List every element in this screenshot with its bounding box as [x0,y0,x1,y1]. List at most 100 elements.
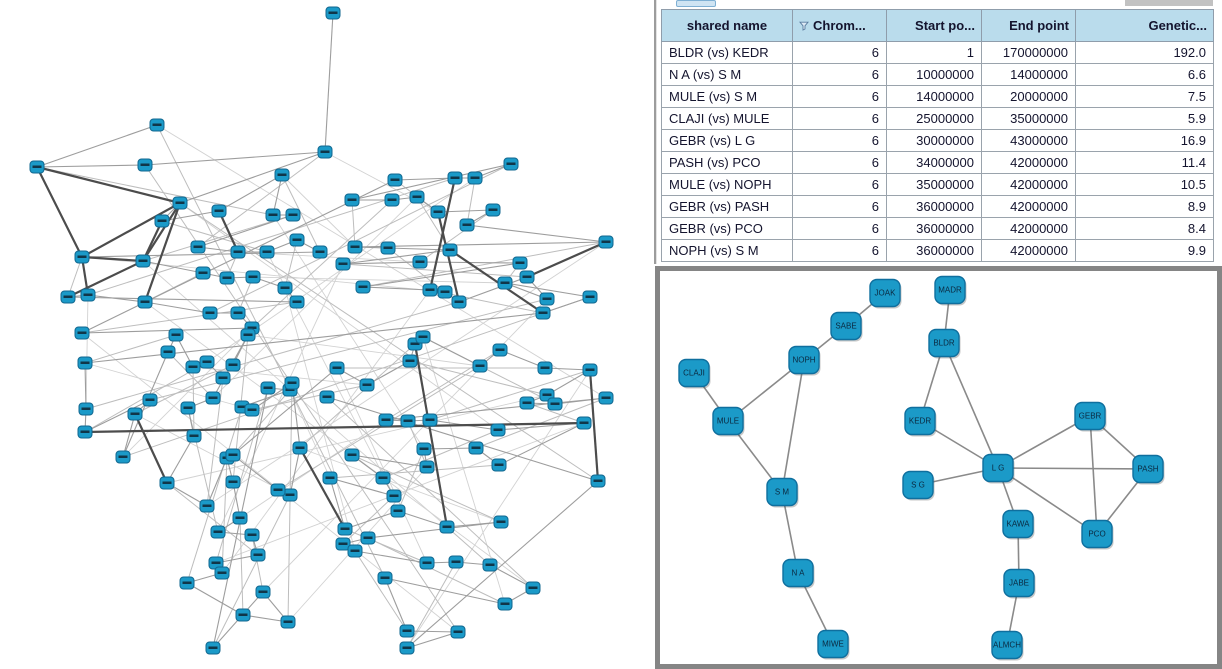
detail-edge[interactable] [997,467,1098,535]
overview-edge[interactable] [186,582,244,616]
overview-edge[interactable] [218,174,283,212]
overview-edge[interactable] [212,196,418,399]
overview-edge[interactable] [354,550,408,632]
overview-edge[interactable] [382,429,499,479]
overview-edge[interactable] [326,396,599,482]
overview-edge[interactable] [526,402,585,424]
overview-edge[interactable] [251,199,393,329]
overview-edge[interactable] [36,166,83,258]
detail-node[interactable] [788,345,820,375]
detail-node[interactable] [1081,519,1113,549]
overview-edge[interactable] [406,480,599,649]
detail-node[interactable] [934,275,966,305]
overview-edge[interactable] [354,241,607,248]
scrollbar-track[interactable] [1125,0,1213,6]
overview-edge[interactable] [446,526,491,566]
overview-edge[interactable] [179,151,326,204]
overview-edge[interactable] [387,247,451,251]
overview-edge[interactable] [142,260,204,274]
overview-edge[interactable] [542,296,591,314]
detail-node[interactable] [904,406,936,436]
table-row[interactable]: PASH (vs) PCO 6 34000000 42000000 11.4 [661,151,1214,174]
overview-edge[interactable] [84,362,87,410]
overview-edge[interactable] [142,202,181,262]
overview-edge[interactable] [142,220,163,262]
overview-edge[interactable] [299,343,416,449]
overview-edge[interactable] [436,211,461,303]
overview-edge[interactable] [397,448,425,512]
overview-edge[interactable] [351,454,502,523]
overview-edge[interactable] [367,521,502,539]
overview-edge[interactable] [36,164,146,168]
detail-edge[interactable] [1089,415,1098,535]
overview-edge[interactable] [384,577,506,605]
overview-edge[interactable] [406,630,459,633]
overview-edge[interactable] [466,224,607,243]
overview-edge[interactable] [81,332,459,633]
table-row[interactable]: GEBR (vs) PASH 6 36000000 42000000 8.9 [661,195,1214,218]
overview-edge[interactable] [342,261,421,265]
overview-edge[interactable] [209,163,512,314]
overview-edge[interactable] [206,457,228,507]
overview-edge[interactable] [499,349,546,369]
overview-edge[interactable] [143,202,182,303]
overview-edge[interactable] [232,389,291,456]
overview-edge[interactable] [281,174,356,248]
overview-edge[interactable] [212,494,291,649]
overview-edge[interactable] [134,413,291,496]
overview-edge[interactable] [287,382,293,623]
overview-edge[interactable] [281,174,321,253]
overview-edge[interactable] [197,151,326,248]
filter-icon[interactable] [799,19,809,34]
detail-node[interactable] [869,278,901,308]
column-header-genetic[interactable]: Genetic... [1075,9,1214,42]
detail-node[interactable] [830,311,862,341]
table-row[interactable]: MULE (vs) S M 6 14000000 20000000 7.5 [661,85,1214,108]
overview-edge[interactable] [299,447,346,530]
detail-edge[interactable] [997,467,1149,470]
overview-edge[interactable] [329,477,346,530]
table-row[interactable]: CLAJI (vs) MULE 6 25000000 35000000 5.9 [661,107,1214,130]
overview-edge[interactable] [326,396,534,589]
overview-edge[interactable] [252,276,506,284]
overview-edge[interactable] [384,577,408,632]
detail-node[interactable] [982,453,1014,483]
overview-edge[interactable] [272,174,283,216]
overview-edge[interactable] [67,296,298,303]
overview-edge[interactable] [351,163,512,201]
overview-edge[interactable] [156,124,607,399]
detail-node[interactable] [678,358,710,388]
detail-node[interactable] [782,558,814,588]
table-row[interactable]: NOPH (vs) S M 6 36000000 42000000 9.9 [661,239,1214,262]
overview-edge[interactable] [324,12,334,153]
overview-edge[interactable] [144,151,326,166]
overview-edge[interactable] [437,209,494,213]
overview-edge[interactable] [144,301,211,314]
column-header-end_point[interactable]: End point [981,9,1076,42]
overview-edge[interactable] [251,384,368,411]
overview-edge[interactable] [397,510,448,528]
overview-edge[interactable] [166,435,195,484]
column-header-shared_name[interactable]: shared name [661,9,793,42]
overview-edge[interactable] [36,124,158,168]
overview-edge[interactable] [179,202,599,482]
overview-edge[interactable] [84,312,544,364]
overview-edge[interactable] [354,550,428,564]
overview-edge[interactable] [385,397,607,421]
overview-edge[interactable] [526,240,607,279]
overview-edge[interactable] [423,447,477,450]
overview-edge[interactable] [289,389,331,479]
overview-edge[interactable] [166,482,259,556]
overview-edge[interactable] [351,454,428,468]
overview-edge[interactable] [81,255,144,263]
overview-edge[interactable] [161,220,268,253]
table-row[interactable]: GEBR (vs) PCO 6 36000000 42000000 8.4 [661,217,1214,240]
overview-edge[interactable] [67,260,144,298]
table-row[interactable]: MULE (vs) NOPH 6 35000000 42000000 10.5 [661,173,1214,196]
overview-edge[interactable] [192,366,195,437]
overview-network-canvas[interactable] [0,0,655,669]
overview-edge[interactable] [272,214,425,450]
overview-edge[interactable] [344,528,428,564]
table-row[interactable]: BLDR (vs) KEDR 6 1 170000000 192.0 [661,41,1214,64]
overview-edge[interactable] [84,334,177,364]
